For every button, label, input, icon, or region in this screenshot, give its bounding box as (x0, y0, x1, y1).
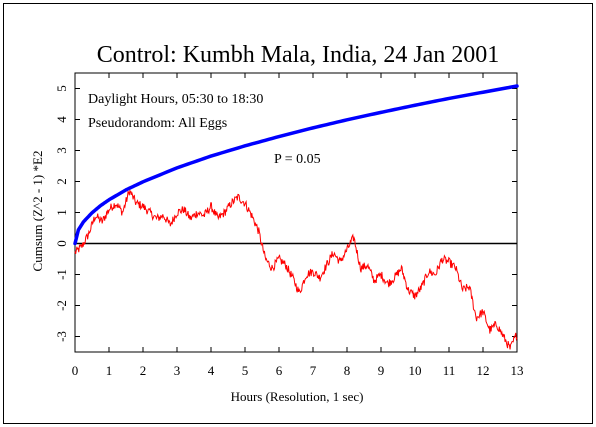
x-tick-label: 7 (310, 363, 317, 378)
x-tick-label: 0 (72, 363, 79, 378)
chart-title: Control: Kumbh Mala, India, 24 Jan 2001 (97, 42, 500, 68)
y-axis-label: Cumsum (Z^2 - 1) *E2 (30, 151, 45, 272)
x-tick-label: 12 (477, 363, 490, 378)
x-tick-label: 1 (106, 363, 113, 378)
annotation-daylight-hours: Daylight Hours, 05:30 to 18:30 (88, 92, 263, 107)
x-tick-label: 11 (443, 363, 456, 378)
y-tick-label: 3 (54, 147, 69, 154)
x-tick-label: 4 (208, 363, 215, 378)
y-tick-label: -3 (54, 331, 69, 342)
x-tick-label: 10 (409, 363, 422, 378)
annotation-pseudorandom: Pseudorandom: All Eggs (88, 116, 227, 131)
x-axis-label: Hours (Resolution, 1 sec) (231, 389, 364, 404)
data-line (74, 189, 518, 350)
outer-frame (3, 3, 593, 424)
x-tick-label: 6 (276, 363, 283, 378)
y-tick-label: 1 (54, 209, 69, 216)
x-tick-label: 2 (140, 363, 147, 378)
x-tick-label: 3 (174, 363, 181, 378)
y-tick-label: 5 (54, 85, 69, 92)
annotation-p-value: P = 0.05 (274, 152, 321, 167)
x-tick-label: 9 (378, 363, 385, 378)
y-tick-label: 0 (54, 240, 69, 247)
y-tick-label: -2 (54, 300, 69, 311)
y-tick-label: 4 (54, 116, 69, 123)
x-tick-label: 13 (511, 363, 524, 378)
envelope-line (73, 84, 519, 246)
y-tick-label: 2 (54, 178, 69, 185)
x-tick-label: 8 (344, 363, 351, 378)
y-tick-label: -1 (54, 269, 69, 280)
x-tick-label: 5 (242, 363, 249, 378)
